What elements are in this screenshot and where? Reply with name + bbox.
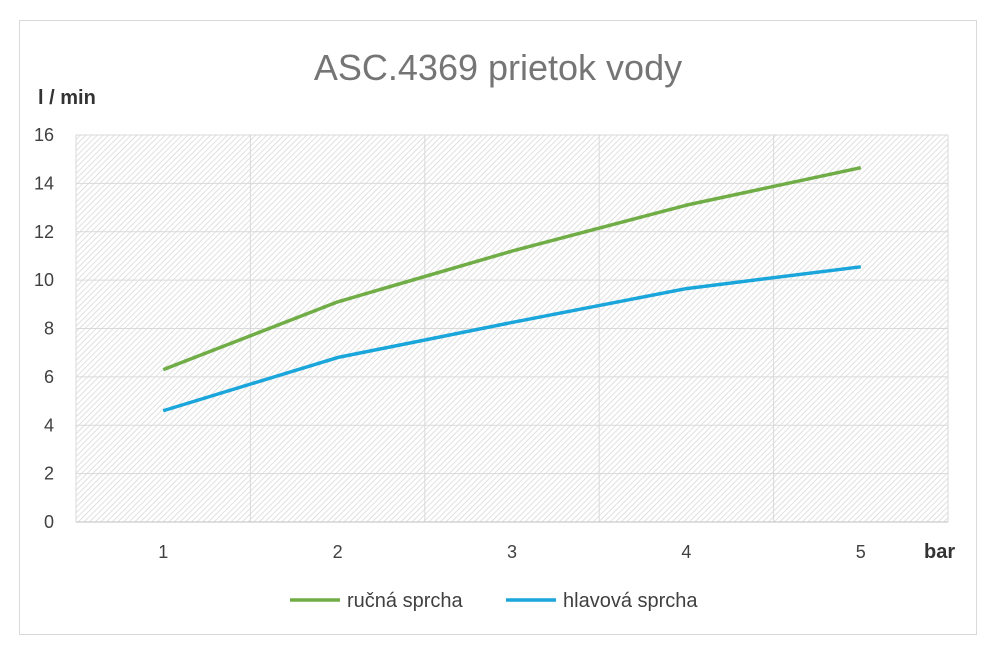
y-tick-label: 14 <box>34 173 54 193</box>
y-tick-label: 8 <box>44 319 54 339</box>
y-tick-label: 10 <box>34 270 54 290</box>
y-axis-label: l / min <box>38 87 96 109</box>
chart-title: ASC.4369 prietok vody <box>314 47 682 88</box>
x-tick-label: 1 <box>158 542 168 562</box>
y-tick-label: 16 <box>34 125 54 145</box>
legend-label: ručná sprcha <box>347 590 463 612</box>
x-tick-label: 5 <box>856 542 866 562</box>
legend: ručná sprcha hlavová sprcha <box>290 590 698 612</box>
x-tick-label: 2 <box>333 542 343 562</box>
y-gridlines <box>76 134 948 475</box>
series-line-2 <box>162 265 862 413</box>
series-line-1 <box>162 165 862 372</box>
y-tick-label: 12 <box>34 222 54 242</box>
y-tick-label: 4 <box>44 415 54 435</box>
x-axis-ticks: 1 2 3 4 5 <box>158 542 866 562</box>
x-tick-label: 3 <box>507 542 517 562</box>
series-layer <box>162 165 862 413</box>
x-gridlines <box>75 135 949 522</box>
x-axis-label: bar <box>924 541 955 563</box>
x-tick-label: 4 <box>681 542 691 562</box>
y-axis-ticks: 0 2 4 6 8 10 12 14 16 <box>34 125 54 532</box>
y-tick-label: 2 <box>44 464 54 484</box>
y-tick-label: 6 <box>44 367 54 387</box>
y-tick-label: 0 <box>44 512 54 532</box>
legend-label: hlavová sprcha <box>563 590 698 612</box>
